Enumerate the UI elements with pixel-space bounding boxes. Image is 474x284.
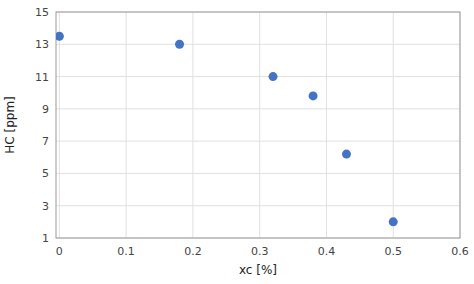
x-tick-label: 0.2 [184,245,202,258]
points [56,32,398,227]
y-tick-label: 9 [42,103,49,116]
x-grid-line [393,12,394,238]
grid [56,12,460,238]
x-tick-label: 0.3 [251,245,269,258]
x-tick-label: 0.5 [384,245,402,258]
plot-frame [56,12,460,238]
y-tick-label: 3 [42,200,49,213]
y-axis-label: HC [ppm] [3,96,17,154]
y-tick-label: 5 [42,167,49,180]
scatter-point [309,91,318,100]
y-tick-label: 1 [42,232,49,245]
x-grid-line [126,12,127,238]
x-tick-label: 0 [56,245,63,258]
y-tick-label: 13 [35,38,49,51]
y-grid-line [56,205,460,206]
plot-background [56,12,460,238]
axes: 00.10.20.30.40.50.613579111315xc [%]HC [… [3,6,469,277]
x-grid-line [326,12,327,238]
x-grid-line [192,12,193,238]
scatter-point [56,32,64,41]
y-grid-line [56,76,460,77]
chart-container: 00.10.20.30.40.50.613579111315xc [%]HC [… [0,0,474,284]
y-tick-label: 15 [35,6,49,19]
y-grid-line [56,44,460,45]
scatter-point [389,217,398,226]
y-grid-line [56,141,460,142]
scatter-point [342,150,351,159]
y-grid-line [56,173,460,174]
chart-svg: 00.10.20.30.40.50.613579111315xc [%]HC [… [0,0,474,284]
scatter-point [269,72,278,81]
y-grid-line [56,108,460,109]
x-grid-line [59,12,60,238]
x-tick-label: 0.1 [117,245,135,258]
y-tick-label: 7 [42,135,49,148]
x-tick-label: 0.6 [451,245,469,258]
scatter-point [175,40,184,49]
x-axis-label: xc [%] [239,263,277,277]
y-tick-label: 11 [35,71,49,84]
x-grid-line [259,12,260,238]
x-tick-label: 0.4 [318,245,336,258]
